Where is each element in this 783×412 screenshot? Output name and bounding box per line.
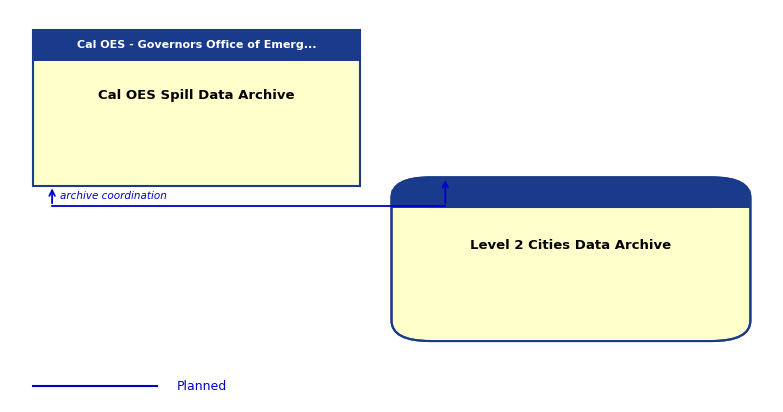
Text: Cal OES Spill Data Archive: Cal OES Spill Data Archive	[98, 89, 294, 102]
Text: archive coordination: archive coordination	[60, 191, 167, 201]
Text: Cal OES - Governors Office of Emerg...: Cal OES - Governors Office of Emerg...	[77, 40, 316, 50]
FancyBboxPatch shape	[392, 177, 750, 341]
Bar	[33, 30, 360, 185]
Text: Level 2 Cities Data Archive: Level 2 Cities Data Archive	[471, 239, 672, 252]
Text: Planned: Planned	[177, 379, 227, 393]
Bar	[392, 193, 750, 208]
FancyBboxPatch shape	[392, 177, 750, 208]
Bar	[33, 30, 360, 61]
